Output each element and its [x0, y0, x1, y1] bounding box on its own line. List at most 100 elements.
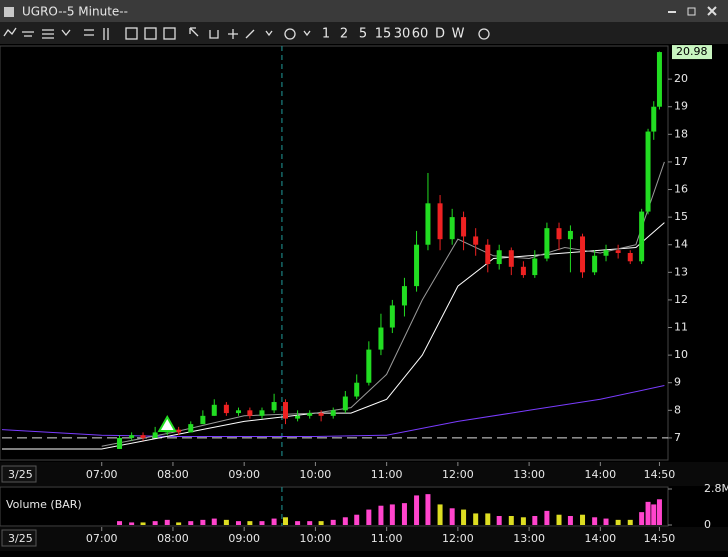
candle-body [176, 429, 182, 433]
candle-body [437, 203, 443, 240]
x-tick-label: 13:00 [513, 468, 545, 481]
candle-body [639, 211, 645, 262]
volume-bar [282, 517, 288, 525]
volume-tick-label: 0 [704, 518, 711, 531]
volume-bar [580, 514, 586, 525]
candle-body [282, 402, 288, 419]
interval-button[interactable]: 1 [322, 27, 330, 42]
volume-bar [437, 504, 443, 525]
time-axis-2 [0, 527, 728, 551]
interval-button[interactable]: D [435, 27, 445, 42]
interval-button[interactable]: 30 [394, 27, 411, 42]
volume-bar [223, 519, 229, 525]
candle-body [378, 327, 384, 350]
volume-bar [449, 508, 455, 525]
volume-bar [117, 521, 123, 525]
interval-button[interactable]: 5 [359, 27, 367, 42]
y-tick-label: 7 [674, 431, 681, 444]
toolbar-icons[interactable] [3, 27, 490, 40]
interval-button[interactable]: 60 [412, 27, 429, 42]
last-price-label: 20.98 [676, 45, 708, 58]
date-box [1, 465, 37, 483]
candle-body [508, 250, 514, 267]
volume-bar [200, 519, 206, 525]
x-tick-label-2: 09:00 [228, 532, 260, 545]
interval-button[interactable]: W [452, 27, 465, 42]
time-axis [0, 462, 728, 486]
y-tick-label: 17 [674, 155, 688, 168]
candle-body [651, 106, 657, 132]
candle-body [318, 413, 324, 416]
y-tick-label: 19 [674, 100, 688, 113]
x-tick-label: 12:00 [442, 468, 474, 481]
volume-bar [615, 519, 621, 525]
volume-bar [544, 510, 550, 525]
candle-body [401, 286, 407, 306]
volume-bar [259, 521, 265, 525]
last-price-box [672, 45, 712, 60]
candle-body [342, 396, 348, 411]
volume-bar [556, 514, 562, 525]
volume-bar [211, 518, 217, 525]
candle-body [188, 424, 194, 433]
volume-bar [152, 521, 158, 525]
x-tick-label-2: 13:00 [513, 532, 545, 545]
candle-body [354, 382, 360, 397]
y-tick-label: 16 [674, 183, 688, 196]
x-tick-label: 08:00 [157, 468, 189, 481]
interval-button[interactable]: 2 [340, 27, 348, 42]
signal-marker [157, 415, 177, 433]
volume-tick-label: 2.8M [704, 482, 728, 495]
volume-bar [656, 499, 662, 525]
volume-bar [473, 513, 479, 525]
close[interactable] [707, 6, 717, 16]
candle-body [603, 250, 609, 256]
volume-bar [651, 504, 657, 525]
volume-bar [271, 518, 277, 525]
x-tick-label-2: 11:00 [371, 532, 403, 545]
date-box-2 [1, 529, 37, 547]
volume-bar [330, 519, 336, 525]
volume-bar [129, 522, 135, 525]
candle-body [627, 253, 633, 262]
maximize[interactable] [687, 7, 696, 16]
candle-body [259, 410, 265, 416]
candle-body [556, 228, 562, 240]
volume-bar [461, 509, 467, 525]
date-label-2: 3/25 [8, 532, 33, 545]
y-tick-label: 13 [674, 265, 688, 278]
minimize[interactable] [668, 11, 676, 13]
candle-body [532, 258, 538, 276]
volume-bar [307, 521, 313, 525]
y-tick-label: 14 [674, 238, 688, 251]
candle-body [425, 203, 431, 245]
interval-button[interactable]: 15 [375, 27, 392, 42]
volume-bar [627, 519, 633, 525]
candle-body [656, 52, 662, 107]
volume-bar [295, 521, 301, 525]
volume-bar [247, 521, 253, 525]
volume-bar [425, 494, 431, 525]
volume-bar [389, 504, 395, 525]
candle-body [496, 250, 502, 265]
volume-bar [354, 514, 360, 525]
volume-bar [188, 521, 194, 525]
volume-bar [342, 517, 348, 525]
volume-bar [235, 521, 241, 525]
volume-bar [140, 522, 146, 525]
candle-body [615, 250, 621, 253]
x-tick-label-2: 08:00 [157, 532, 189, 545]
y-tick-label: 10 [674, 348, 688, 361]
x-tick-label-2: 07:00 [86, 532, 118, 545]
candle-body [485, 244, 491, 265]
candle-body [645, 131, 651, 212]
price-panel [0, 45, 669, 461]
x-tick-label: 11:00 [371, 468, 403, 481]
volume-bar [592, 517, 598, 525]
candle-body [200, 415, 206, 425]
volume-bar [603, 518, 609, 525]
candle-body [449, 217, 455, 240]
window-icon[interactable] [4, 7, 14, 17]
volume-bar [401, 503, 407, 525]
window-title: UGRO--5 Minute-- [22, 5, 128, 19]
